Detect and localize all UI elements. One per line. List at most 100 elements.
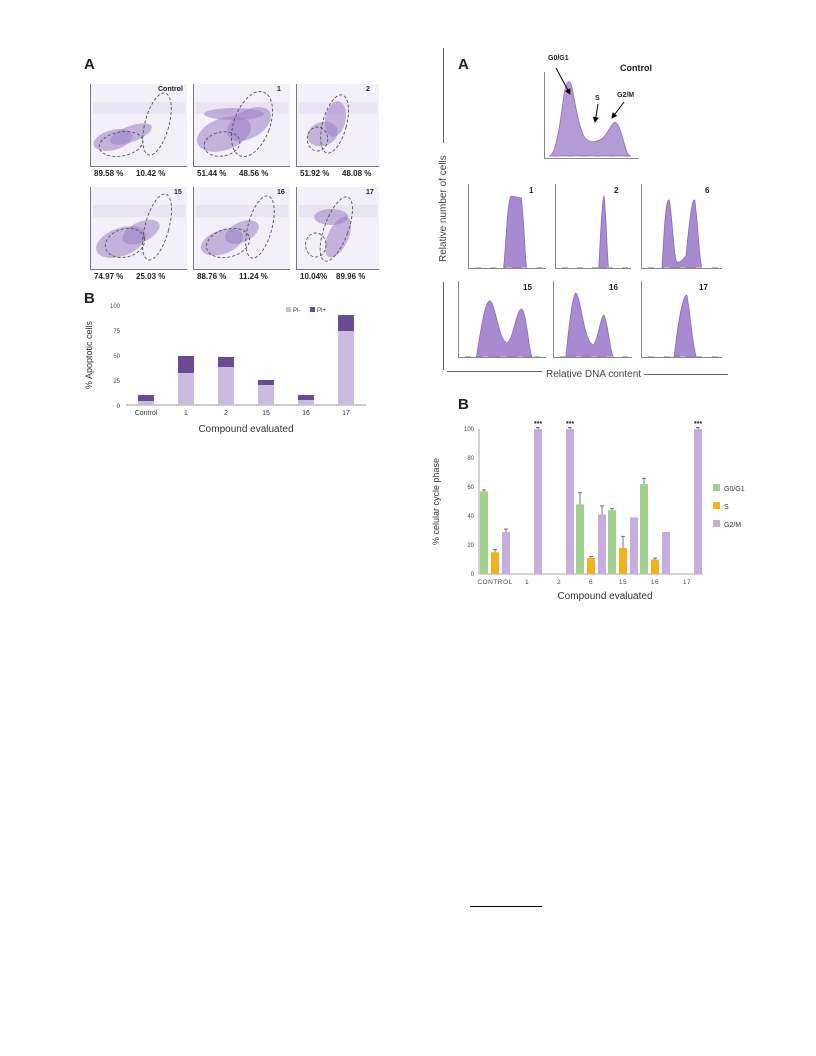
flow-panel-title: 2 (366, 86, 370, 93)
cycle-bar-G0/G1-6 (576, 504, 584, 574)
cycle-bar-G2/M-17 (694, 429, 702, 574)
apop-y-tick: 50 (113, 354, 120, 360)
apop-x-tick: Control (135, 410, 158, 417)
cycle-y-tick: 60 (467, 485, 474, 491)
histogram-plot (465, 300, 541, 357)
apop-x-tick: 16 (302, 410, 310, 417)
flow-panel-title: 17 (366, 189, 374, 196)
left-panel-b-label: B (84, 290, 95, 307)
cycle-y-tick: 100 (464, 427, 475, 433)
flow-left-percent: 51.92 % (300, 169, 330, 178)
flow-right-percent: 10.42 % (136, 169, 166, 178)
histogram-panel-15 (458, 281, 546, 358)
apop-bar-PI+-2 (218, 357, 234, 367)
flow-panel-6 (296, 187, 379, 270)
cycle-legend-swatch (713, 484, 720, 491)
apop-xlabel: Compound evaluated (198, 424, 293, 435)
apop-bar-PI+-17 (338, 315, 354, 331)
cycle-bar-S-16 (651, 559, 659, 574)
apop-ylabel: % Apoptotic cells (84, 320, 94, 389)
cycle-y-tick: 40 (467, 514, 474, 520)
histogram-area (475, 300, 533, 357)
flow-right-percent: 48.08 % (342, 169, 372, 178)
cycle-bar-G0/G1-CONTROL (480, 491, 488, 574)
histogram-title: 16 (609, 283, 618, 292)
histogram-area (503, 195, 528, 268)
histogram-title: 6 (705, 186, 710, 195)
flow-panel-3 (296, 84, 379, 167)
apop-legend-label: PI+ (317, 308, 327, 314)
flow-left-percent: 51.44 % (197, 169, 227, 178)
flow-panel-title: 15 (174, 189, 182, 196)
histogram-title: 1 (529, 186, 534, 195)
cycle-bar-G0/G1-16 (640, 484, 648, 574)
flow-scatter-2 (194, 84, 290, 166)
histogram-area (565, 292, 614, 357)
xaxis-line-right (644, 374, 728, 375)
histogram-title: 17 (699, 283, 708, 292)
apop-y-tick: 75 (113, 329, 120, 335)
histogram-title: 15 (523, 283, 532, 292)
flow-scatter-1 (91, 84, 187, 166)
apop-bar-PI--1 (178, 373, 194, 405)
apop-y-tick: 0 (117, 404, 121, 410)
cycle-significance: *** (694, 421, 702, 428)
apop-bar-PI--16 (298, 400, 314, 405)
flow-right-percent: 25.03 % (136, 272, 166, 281)
flow-scatter-6 (297, 187, 379, 269)
flow-left-percent: 10.04% (300, 272, 328, 281)
cycle-bar-G2/M-CONTROL (502, 531, 510, 574)
right-panel-b-label: B (458, 396, 469, 413)
histogram-area (673, 294, 697, 357)
cycle-legend-label: S (724, 504, 729, 511)
apop-bar-PI+-1 (178, 356, 194, 373)
cycle-x-tick: CONTROL (477, 579, 512, 586)
cycle-bar-S-15 (619, 547, 627, 574)
control-histogram-title: Control (620, 63, 652, 73)
flow-panel-5 (193, 187, 290, 270)
cycle-x-tick: 15 (619, 579, 627, 586)
cycle-y-tick: 80 (467, 456, 474, 462)
cycle-bar-G2/M-16 (662, 531, 670, 574)
cycle-bar-G0/G1-15 (608, 510, 616, 574)
apoptosis-stacked-bar-chart: 0 25 50 75 100 Control 1 2 15 16 17 Compound evalua… (84, 304, 366, 435)
apop-bar-PI--2 (218, 367, 234, 405)
cycle-bar-S-6 (587, 558, 595, 574)
apop-bar-PI--15 (258, 385, 274, 405)
cycle-x-tick: 6 (589, 579, 593, 586)
hist-ylabel: Relative number of cells (438, 155, 449, 262)
histogram-plot (475, 195, 543, 268)
apop-legend-swatch (286, 307, 291, 312)
apop-x-tick: 15 (262, 410, 270, 417)
right-panel-a-label: A (458, 56, 469, 73)
hist-xlabel: Relative DNA content (546, 369, 642, 380)
flow-panel-4 (90, 187, 187, 270)
cycle-y-tick: 20 (467, 543, 474, 549)
cycle-legend-label: G2/M (724, 522, 741, 529)
histogram-plot (560, 292, 629, 357)
flow-panel-title: Control (158, 86, 183, 93)
cycle-bar-G2/M-1 (534, 429, 542, 574)
flow-scatter-3 (297, 84, 379, 166)
cycle-x-tick: 1 (525, 579, 529, 586)
cycle-bar-G2/M-2 (566, 429, 574, 574)
apop-bar-PI+-15 (258, 380, 274, 385)
apop-bar-PI+-Control (138, 395, 154, 401)
cycle-xlabel: Compound evaluated (557, 591, 652, 602)
flow-left-percent: 89.58 % (94, 169, 124, 178)
flow-left-percent: 88.76 % (197, 272, 227, 281)
flow-panel-title: 1 (277, 86, 281, 93)
apop-bar-PI--Control (138, 401, 154, 405)
left-panel-a-label: A (84, 56, 95, 73)
histogram-plot (648, 294, 718, 357)
g0g1-annotation: G0/G1 (548, 55, 569, 62)
cycle-significance: *** (534, 421, 542, 428)
histogram-plot (562, 194, 628, 268)
apop-y-tick: 25 (113, 379, 120, 385)
flow-panel-title: 16 (277, 189, 285, 196)
right-divider-bottom (443, 282, 444, 370)
histogram-panel-6 (641, 184, 722, 269)
apop-x-tick: 1 (184, 410, 188, 417)
apop-x-tick: 17 (342, 410, 350, 417)
cycle-legend-swatch (713, 502, 720, 509)
